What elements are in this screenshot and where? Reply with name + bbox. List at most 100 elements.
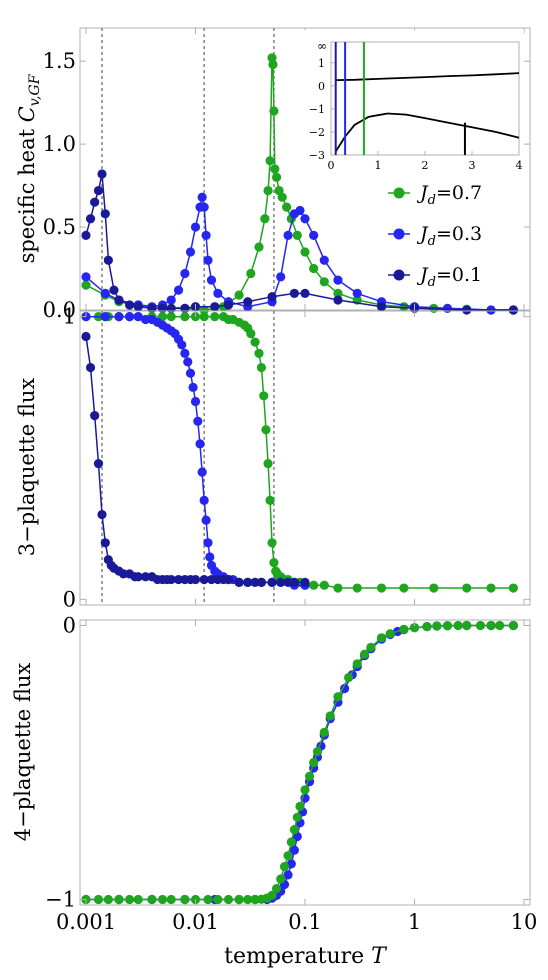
x-tick-label: 0.01 xyxy=(172,910,219,934)
inset-x-tick-label: 2 xyxy=(422,159,429,172)
data-point-Jd=0.1 xyxy=(223,574,234,585)
y-tick-label: 1.0 xyxy=(43,132,76,156)
data-point-Jd=0.7 xyxy=(223,894,234,905)
data-point-Jd=0.7 xyxy=(508,583,518,593)
panel-4plaquette-xticks xyxy=(85,620,525,905)
panel-specific-heat-vlines xyxy=(101,28,275,310)
data-point-Jd=0.7 xyxy=(286,837,296,847)
data-point-Jd=0.1 xyxy=(267,292,277,302)
data-point-Jd=0.7 xyxy=(366,642,376,653)
legend-marker xyxy=(393,228,405,240)
panel-3plaquette-yticks: 01 xyxy=(63,305,530,611)
data-point-Jd=0.3 xyxy=(352,288,362,299)
series-line-Jd=0.3 xyxy=(86,624,514,901)
inset-marks xyxy=(334,42,520,155)
ylabel-var: C xyxy=(15,106,39,122)
data-point-Jd=0.7 xyxy=(475,620,486,631)
data-point-Jd=0.7 xyxy=(157,894,168,905)
data-point-Jd=0.1 xyxy=(223,300,234,310)
data-point-Jd=0.7 xyxy=(259,391,269,401)
panel-3plaquette-xticks xyxy=(85,311,525,605)
data-point-Jd=0.1 xyxy=(300,577,310,587)
inset-y-tick-label: −3 xyxy=(309,149,325,162)
data-point-Jd=0.3 xyxy=(185,247,196,257)
data-point-Jd=0.1 xyxy=(124,300,135,310)
data-point-Jd=0.1 xyxy=(90,197,100,207)
data-point-Jd=0.3 xyxy=(188,382,198,392)
data-point-Jd=0.7 xyxy=(203,894,213,905)
data-point-Jd=0.7 xyxy=(429,583,439,593)
inset-y-tick-label: 0 xyxy=(318,80,325,93)
data-point-Jd=0.1 xyxy=(109,285,119,295)
data-point-Jd=0.7 xyxy=(432,621,442,631)
x-tick-labels: 0.001 0.01 0.1 1 10 xyxy=(56,910,537,934)
data-point-Jd=0.1 xyxy=(85,214,96,224)
data-point-Jd=0.7 xyxy=(265,495,275,506)
data-point-Jd=0.7 xyxy=(453,620,463,631)
data-point-Jd=0.7 xyxy=(319,580,329,590)
ylabel-text: specific heat xyxy=(15,128,39,263)
data-point-Jd=0.7 xyxy=(114,894,124,905)
y-tick-label: 0 xyxy=(63,587,76,611)
panel-4plaquette-marks xyxy=(81,620,518,905)
data-point-Jd=0.1 xyxy=(97,509,107,520)
data-point-Jd=0.7 xyxy=(180,312,190,322)
data-point-Jd=0.3 xyxy=(309,230,319,240)
inset-curve-2 xyxy=(334,112,520,152)
data-point-Jd=0.7 xyxy=(376,633,387,643)
data-point-Jd=0.7 xyxy=(399,302,409,312)
data-point-Jd=0.1 xyxy=(100,538,110,548)
data-point-Jd=0.3 xyxy=(289,845,299,855)
panel-4plaquette-ylabel: 4−plaquette flux xyxy=(11,663,35,842)
panel-3plaquette-ylabel: 3−plaquette flux xyxy=(15,378,39,557)
data-point-Jd=0.7 xyxy=(333,692,343,702)
data-point-Jd=0.7 xyxy=(166,312,176,322)
data-point-Jd=0.7 xyxy=(343,672,354,683)
data-point-Jd=0.7 xyxy=(486,620,496,631)
data-point-Jd=0.7 xyxy=(352,583,362,593)
x-axis-label-var: T xyxy=(371,944,388,969)
data-point-Jd=0.1 xyxy=(243,297,253,307)
data-point-Jd=0.7 xyxy=(283,851,293,861)
data-point-Jd=0.7 xyxy=(234,894,244,905)
inset-x-tick-label: 3 xyxy=(469,159,476,172)
panel-4plaquette-yticks: −1 0 xyxy=(45,613,530,912)
data-point-Jd=0.3 xyxy=(442,303,453,313)
panel-3plaquette-frame xyxy=(79,310,531,606)
x-tick-label: 0.001 xyxy=(56,910,116,934)
data-point-Jd=0.7 xyxy=(269,106,279,116)
panel-specific-heat-ylabel: specific heat Cv,GF xyxy=(15,73,43,263)
data-point-Jd=0.1 xyxy=(81,230,91,240)
data-point-Jd=0.7 xyxy=(300,785,310,795)
data-point-Jd=0.3 xyxy=(183,357,193,367)
data-point-Jd=0.7 xyxy=(282,202,292,212)
data-point-Jd=0.1 xyxy=(133,572,143,582)
data-point-Jd=0.7 xyxy=(399,624,409,634)
data-point-Jd=0.7 xyxy=(103,894,113,905)
data-point-Jd=0.1 xyxy=(147,303,157,313)
data-point-Jd=0.7 xyxy=(254,242,264,252)
data-point-Jd=0.1 xyxy=(140,572,151,582)
data-point-Jd=0.3 xyxy=(185,368,196,378)
data-point-Jd=0.7 xyxy=(199,305,209,315)
data-point-Jd=0.7 xyxy=(333,583,343,593)
inset-curve-1 xyxy=(335,72,520,81)
data-point-Jd=0.7 xyxy=(81,280,91,290)
data-point-Jd=0.1 xyxy=(114,295,124,305)
data-point-Jd=0.7 xyxy=(93,894,104,905)
data-point-Jd=0.7 xyxy=(180,894,190,905)
inset-y-tick-label: 1 xyxy=(318,57,325,70)
data-point-Jd=0.3 xyxy=(193,416,203,426)
data-point-Jd=0.7 xyxy=(246,329,256,339)
data-point-Jd=0.7 xyxy=(260,214,270,224)
legend-marker xyxy=(393,269,405,281)
data-point-Jd=0.3 xyxy=(199,495,209,506)
data-point-Jd=0.3 xyxy=(133,312,143,322)
data-point-Jd=0.3 xyxy=(197,192,207,202)
data-point-Jd=0.1 xyxy=(508,305,518,315)
data-point-Jd=0.3 xyxy=(173,285,184,295)
panel-specific-heat-marks xyxy=(81,53,518,315)
panel-3plaquette-vlines xyxy=(101,311,275,605)
data-point-Jd=0.7 xyxy=(254,348,264,359)
